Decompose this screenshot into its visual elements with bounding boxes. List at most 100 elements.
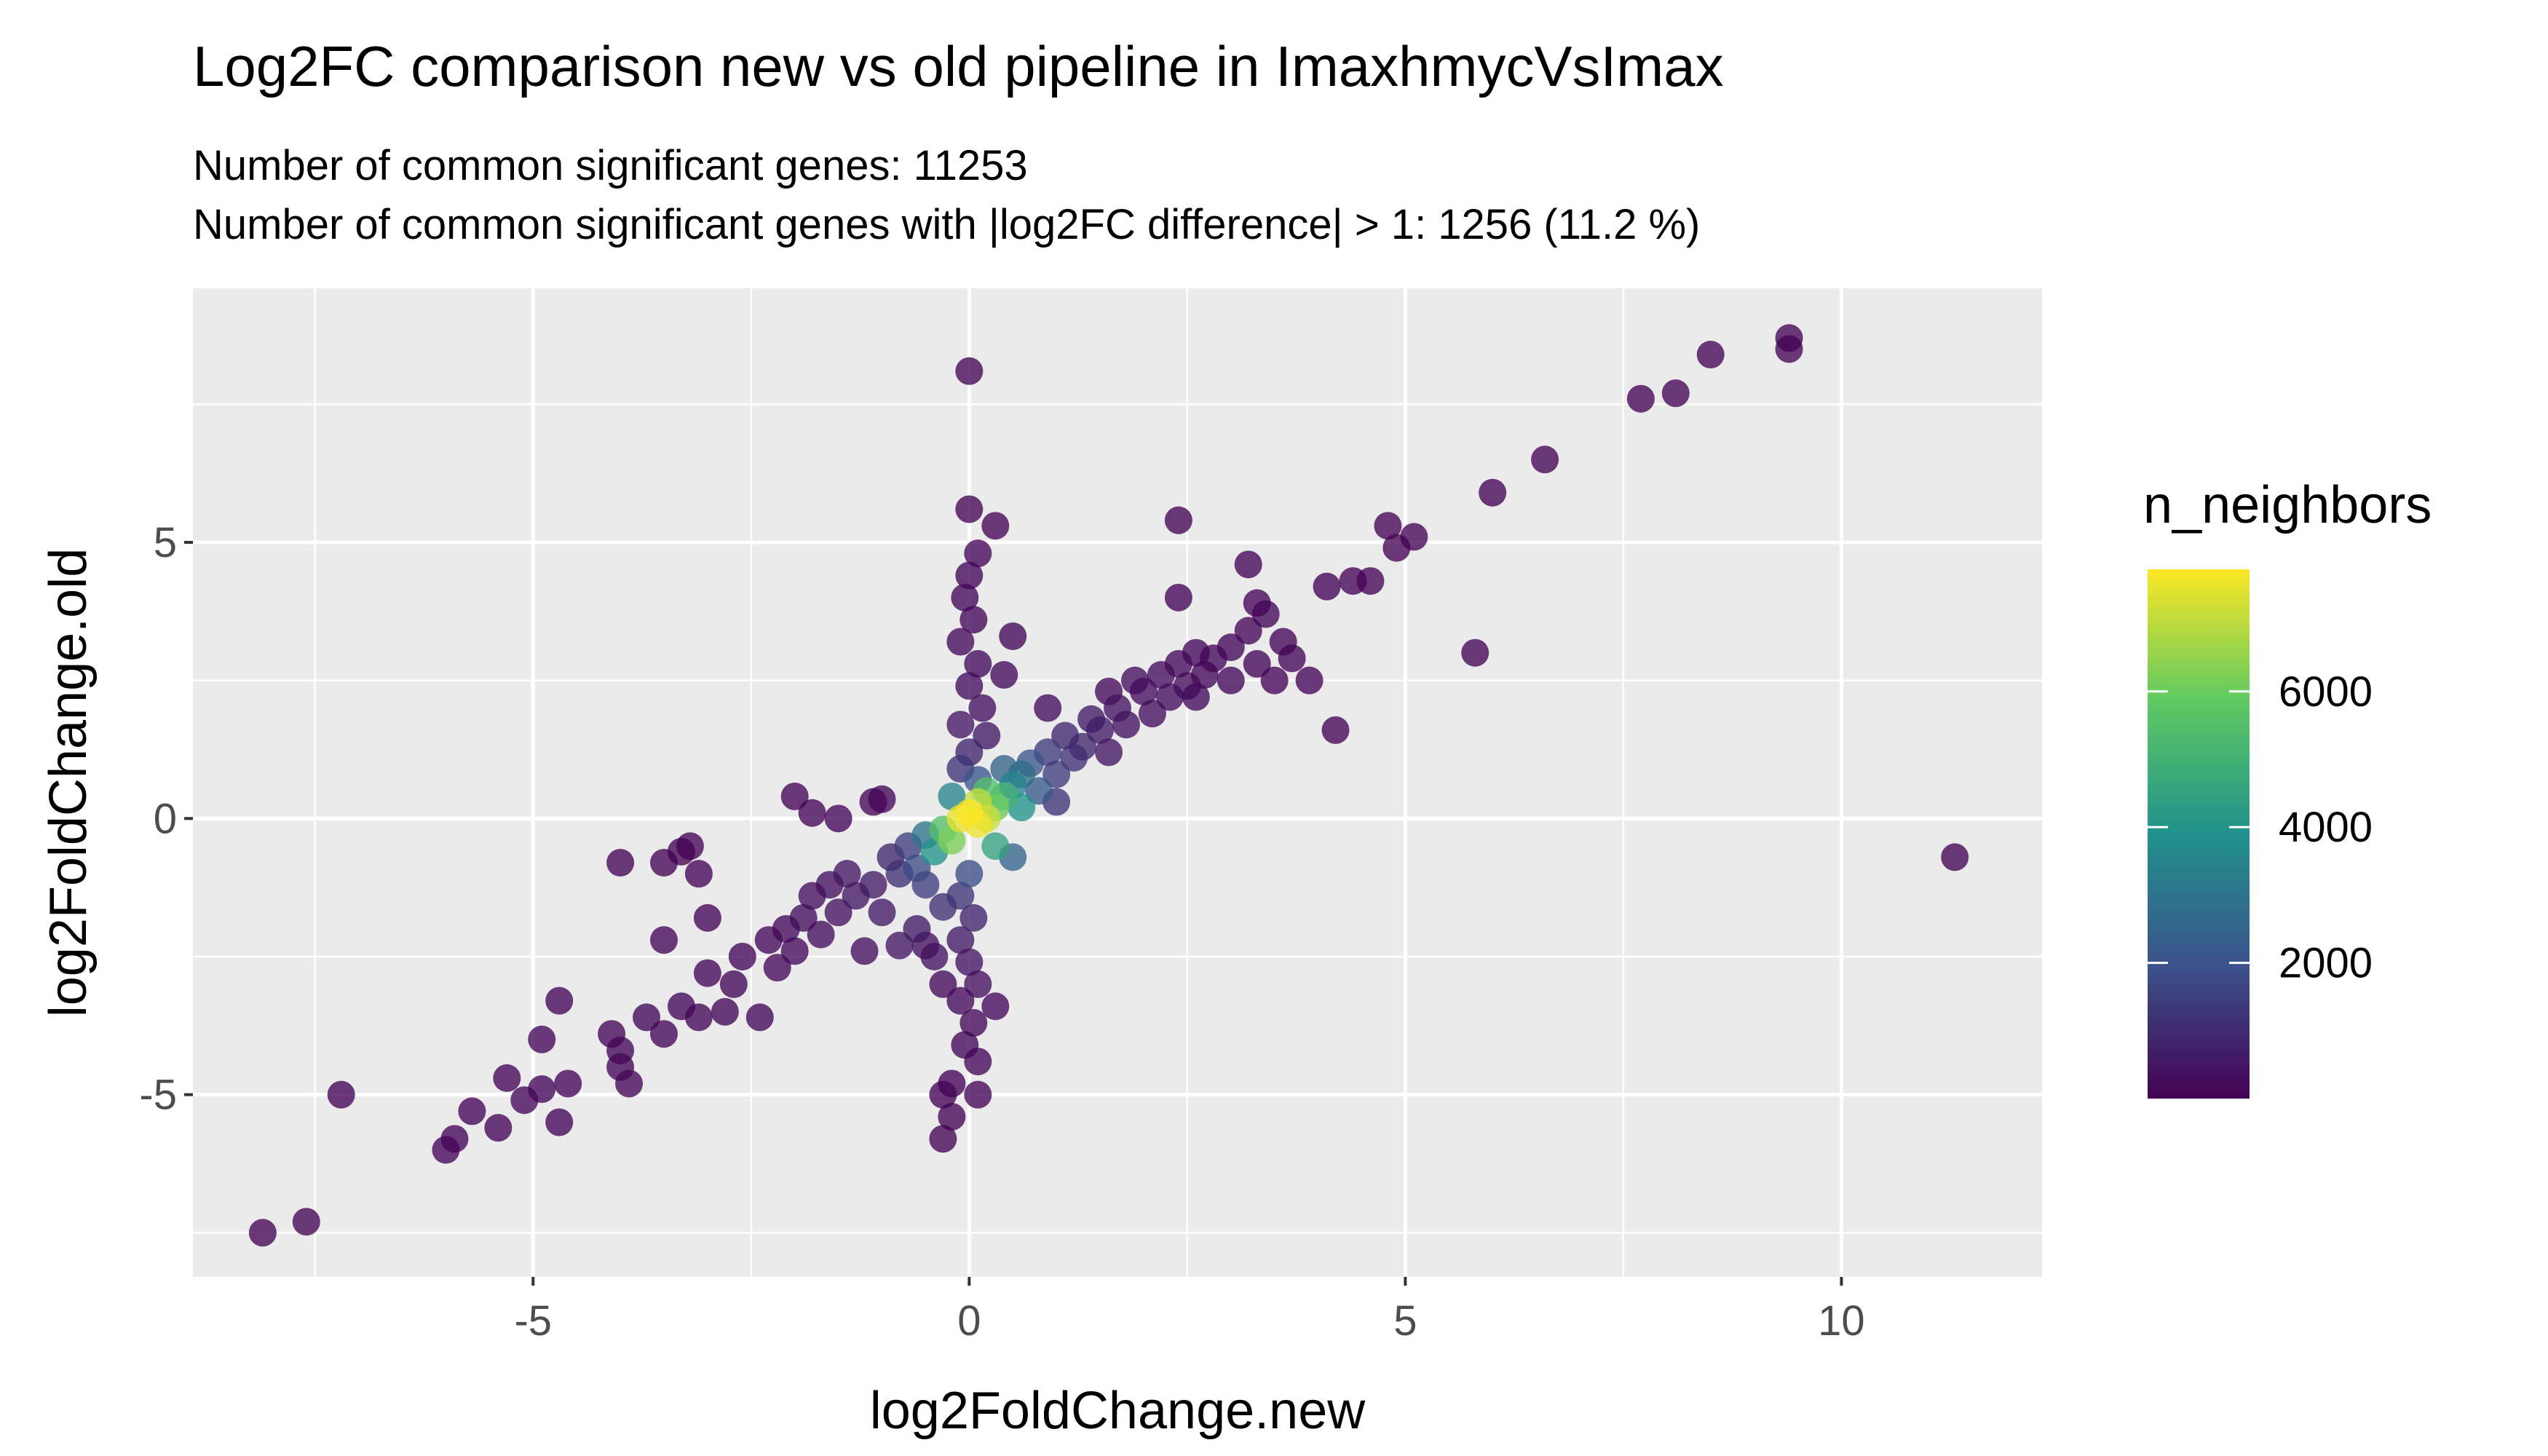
data-point bbox=[951, 583, 979, 612]
data-point bbox=[1400, 523, 1428, 551]
data-point bbox=[1042, 760, 1071, 788]
data-point bbox=[1034, 694, 1062, 722]
data-point bbox=[1696, 341, 1725, 369]
data-point bbox=[1941, 843, 1969, 871]
chart-subtitle-line-2: Number of common significant genes with … bbox=[193, 201, 1700, 248]
data-point bbox=[868, 898, 896, 927]
data-point bbox=[990, 661, 1018, 689]
data-point bbox=[807, 920, 835, 949]
data-point bbox=[1234, 617, 1262, 645]
data-point bbox=[938, 1102, 966, 1131]
data-point bbox=[1626, 384, 1655, 413]
data-point bbox=[711, 997, 739, 1026]
x-axis: -5 0 5 10 bbox=[514, 1277, 1865, 1345]
data-point bbox=[955, 860, 984, 888]
data-point bbox=[964, 1080, 992, 1109]
data-point bbox=[649, 1020, 678, 1048]
data-point bbox=[955, 799, 984, 827]
x-tick-label: -5 bbox=[514, 1297, 552, 1345]
data-point bbox=[938, 826, 966, 855]
data-point bbox=[554, 1069, 582, 1098]
data-point bbox=[1295, 666, 1324, 695]
data-point bbox=[951, 1031, 979, 1059]
data-points bbox=[248, 324, 1969, 1247]
x-tick-label: 5 bbox=[1393, 1297, 1417, 1345]
data-point bbox=[545, 986, 574, 1015]
data-point bbox=[960, 606, 988, 634]
data-point bbox=[1095, 738, 1123, 767]
data-point bbox=[1182, 683, 1210, 711]
data-point bbox=[1374, 512, 1402, 540]
data-point bbox=[780, 937, 809, 965]
data-point bbox=[327, 1080, 355, 1109]
plot-panel bbox=[193, 288, 2042, 1277]
data-point bbox=[458, 1097, 486, 1125]
y-tick-label: 5 bbox=[154, 519, 177, 566]
data-point bbox=[955, 948, 984, 976]
y-tick-label: -5 bbox=[139, 1072, 177, 1119]
data-point bbox=[1155, 683, 1184, 711]
data-point bbox=[1531, 446, 1559, 474]
data-point bbox=[960, 1009, 988, 1037]
data-point bbox=[780, 782, 809, 810]
data-point bbox=[964, 539, 992, 568]
data-point bbox=[248, 1219, 277, 1247]
data-point bbox=[955, 495, 984, 523]
data-point bbox=[484, 1114, 513, 1142]
data-point bbox=[1147, 661, 1175, 689]
data-point bbox=[850, 937, 879, 965]
data-point bbox=[946, 882, 975, 910]
data-point bbox=[1661, 379, 1690, 408]
data-point bbox=[1479, 478, 1507, 507]
x-tick-label: 0 bbox=[957, 1297, 981, 1345]
chart-subtitle-line-1: Number of common significant genes: 1125… bbox=[193, 142, 1028, 189]
legend-colorbar bbox=[2148, 569, 2250, 1099]
data-point bbox=[1775, 324, 1803, 352]
data-point bbox=[946, 628, 975, 656]
data-point bbox=[973, 721, 1001, 750]
data-point bbox=[1243, 649, 1271, 678]
data-point bbox=[1234, 550, 1262, 579]
data-point bbox=[1112, 711, 1140, 739]
data-point bbox=[1164, 583, 1192, 612]
data-point bbox=[606, 849, 635, 877]
data-point bbox=[684, 1003, 713, 1032]
data-point bbox=[684, 860, 713, 888]
legend-title: n_neighbors bbox=[2143, 476, 2432, 534]
data-point bbox=[1313, 572, 1341, 601]
legend-tick-label: 2000 bbox=[2279, 940, 2373, 987]
data-point bbox=[745, 1003, 774, 1032]
data-point bbox=[798, 799, 826, 827]
data-point bbox=[938, 782, 966, 810]
data-point bbox=[1164, 506, 1192, 534]
data-point bbox=[824, 804, 852, 833]
data-point bbox=[999, 622, 1027, 650]
data-point bbox=[955, 561, 984, 590]
data-point bbox=[868, 785, 896, 813]
data-point bbox=[824, 898, 852, 927]
legend: n_neighbors 2000 4000 6000 bbox=[2143, 476, 2432, 1099]
x-tick-label: 10 bbox=[1818, 1297, 1865, 1345]
data-point bbox=[1060, 743, 1088, 772]
data-point bbox=[1321, 716, 1350, 744]
data-point bbox=[964, 970, 992, 998]
data-point bbox=[728, 942, 756, 970]
grid-lines bbox=[193, 288, 2042, 1277]
data-point bbox=[859, 871, 887, 899]
data-point bbox=[938, 1069, 966, 1098]
data-point bbox=[1461, 638, 1489, 667]
data-point bbox=[493, 1064, 521, 1092]
data-point bbox=[693, 903, 721, 932]
data-point bbox=[633, 1003, 661, 1032]
data-point bbox=[903, 854, 931, 882]
data-point bbox=[545, 1108, 574, 1136]
legend-tick-label: 4000 bbox=[2279, 804, 2373, 851]
legend-ticks: 2000 4000 6000 bbox=[2148, 668, 2373, 987]
data-point bbox=[1260, 666, 1289, 695]
data-point bbox=[649, 926, 678, 954]
data-point bbox=[981, 512, 1010, 540]
data-point bbox=[964, 649, 992, 678]
data-point bbox=[615, 1069, 644, 1098]
chart-title: Log2FC comparison new vs old pipeline in… bbox=[193, 34, 1724, 98]
